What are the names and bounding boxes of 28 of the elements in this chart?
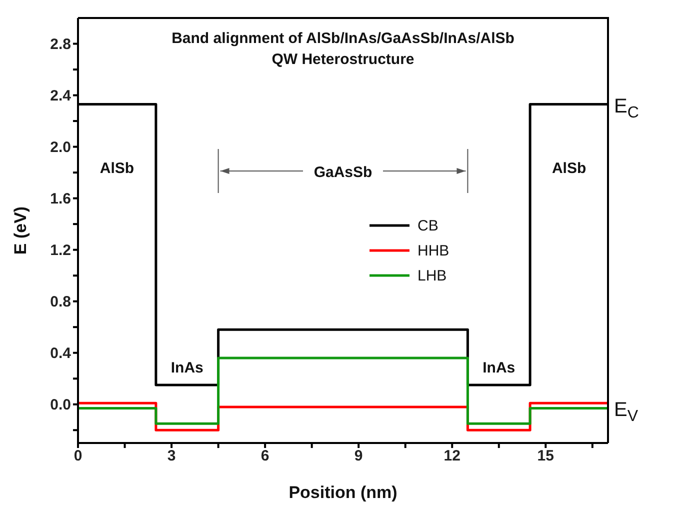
legend-label: HHB (418, 242, 450, 260)
y-axis-title: E (eV) (11, 206, 30, 255)
x-tick-label: 3 (167, 448, 176, 465)
legend-label: CB (418, 218, 438, 234)
y-tick-label: 2.4 (50, 88, 72, 105)
annotation: AlSb (552, 160, 586, 177)
annotation: GaAsSb (314, 164, 372, 181)
x-tick-label: 9 (354, 448, 363, 465)
text: QW Heterostructure (272, 51, 414, 68)
x-tick-label: 12 (444, 448, 460, 465)
x-axis-title: Position (nm) (288, 483, 398, 502)
text: 0.0 (50, 396, 71, 414)
y-tick-label: 2.8 (50, 36, 71, 54)
x-tick-label: 15 (537, 448, 554, 465)
annotation: InAs (170, 360, 204, 376)
text: Band alignment of AlSb/InAs/GaAsSb/InAs/AlSb (172, 30, 514, 47)
legend-label: LHB (418, 268, 447, 284)
annotation: AlSb (100, 160, 134, 177)
y-tick-label: 0.4 (50, 345, 72, 362)
y-tick-label: 1.2 (50, 242, 71, 260)
annotation: E$_{C}$ (614, 95, 639, 122)
y-tick-label: 2.0 (50, 139, 71, 156)
y-tick-label: 0.8 (50, 294, 71, 311)
y-tick-label: 1.6 (50, 190, 71, 208)
annotation: InAs (482, 360, 516, 376)
annotation: E$_{V}$ (614, 399, 638, 426)
x-tick-label: 6 (260, 448, 270, 465)
x-tick-label: 0 (74, 448, 82, 465)
